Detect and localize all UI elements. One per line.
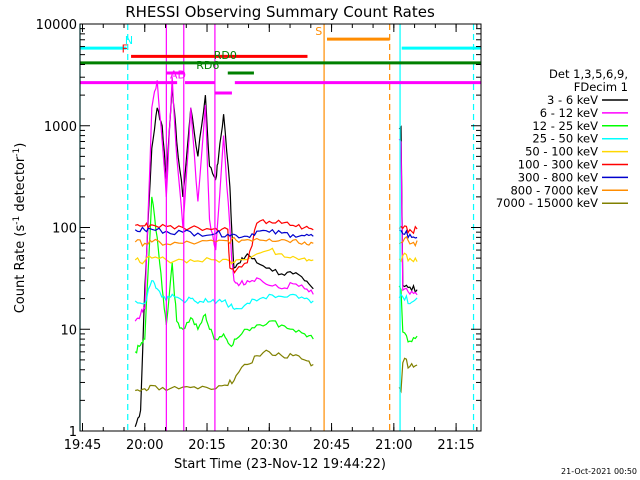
legend-label-7: 800 - 7000 keV: [510, 183, 598, 197]
y-tick-label-2: 100: [52, 222, 77, 237]
series-line-orbit2-6: [399, 229, 418, 240]
x-tick-label-1: 20:00: [126, 438, 163, 453]
y-axis-label-mid: detector: [13, 156, 28, 216]
series-line-0: [134, 85, 314, 427]
x-tick-label-0: 19:45: [64, 438, 101, 453]
series-line-orbit2-7: [398, 235, 418, 248]
x-tick-label-4: 20:45: [313, 438, 350, 453]
legend-label-3: 25 - 50 keV: [532, 132, 598, 146]
timestamp: 21-Oct-2021 00:50: [561, 467, 637, 476]
plot-frame: [79, 23, 482, 432]
series-layer: [134, 77, 418, 427]
series-line-4: [134, 247, 314, 265]
y-tick-label-3: 1000: [44, 120, 77, 135]
y-tick-label-1: 10: [60, 323, 77, 338]
flag-label-rd6: RD6: [196, 59, 219, 72]
x-tick-label-2: 20:15: [188, 438, 225, 453]
series-line-6: [134, 226, 314, 239]
legend-label-4: 50 - 100 keV: [525, 145, 598, 159]
series-line-orbit2-3: [398, 293, 418, 305]
y-tick-label-0: 1: [69, 425, 77, 440]
legend-label-8: 7000 - 15000 keV: [496, 196, 598, 210]
x-axis-label: Start Time (23-Nov-12 19:44:22): [174, 457, 386, 472]
y-axis-label-end: ): [13, 143, 28, 148]
flag-label-n: N: [125, 34, 133, 47]
series-line-orbit2-1: [398, 138, 418, 296]
legend-label-0: 3 - 6 keV: [547, 93, 598, 107]
y-axis-label-main: Count Rate (s: [13, 225, 28, 314]
flag-label-f: F: [122, 42, 128, 55]
y-axis-label-sup1: -1: [12, 216, 22, 225]
x-tick-label-3: 20:30: [251, 438, 288, 453]
legend-label-1: 6 - 12 keV: [540, 106, 598, 120]
x-tick-label-5: 21:00: [375, 438, 412, 453]
legend-label-5: 100 - 300 keV: [518, 158, 598, 172]
series-line-orbit2-2: [398, 285, 418, 343]
legend-header-line1: Det 1,3,5,6,9,: [549, 67, 628, 81]
series-line-8: [135, 349, 314, 392]
flag-label-s: S: [315, 25, 322, 38]
y-axis-label-sup2: -1: [12, 148, 22, 157]
y-axis-label: Count Rate (s-1 detector-1): [12, 143, 28, 314]
x-tick-label-6: 21:15: [437, 438, 474, 453]
series-line-orbit2-5: [398, 225, 418, 235]
y-tick-label-4: 10000: [36, 18, 77, 33]
flag-label-ad: AD: [170, 69, 186, 82]
flag-label-rd0: RD0: [214, 49, 237, 62]
series-line-7: [134, 236, 314, 248]
x-axis: 19:45 20:00 20:15 20:30 20:45 21:00 21:15: [64, 24, 478, 453]
chart-title: RHESSI Observing Summary Count Rates: [125, 3, 435, 21]
y-axis: 1 10 100 1000 10000: [36, 18, 481, 440]
series-line-5: [135, 218, 314, 274]
series-line-orbit2-4: [398, 252, 418, 263]
legend-header-line2: FDecim 1: [574, 80, 628, 94]
series-line-1: [134, 77, 314, 322]
series-line-2: [134, 196, 314, 354]
legend-label-2: 12 - 25 keV: [532, 119, 598, 133]
legend-label-6: 300 - 800 keV: [518, 170, 598, 184]
series-line-3: [134, 280, 314, 311]
series-line-orbit2-8: [398, 357, 418, 394]
